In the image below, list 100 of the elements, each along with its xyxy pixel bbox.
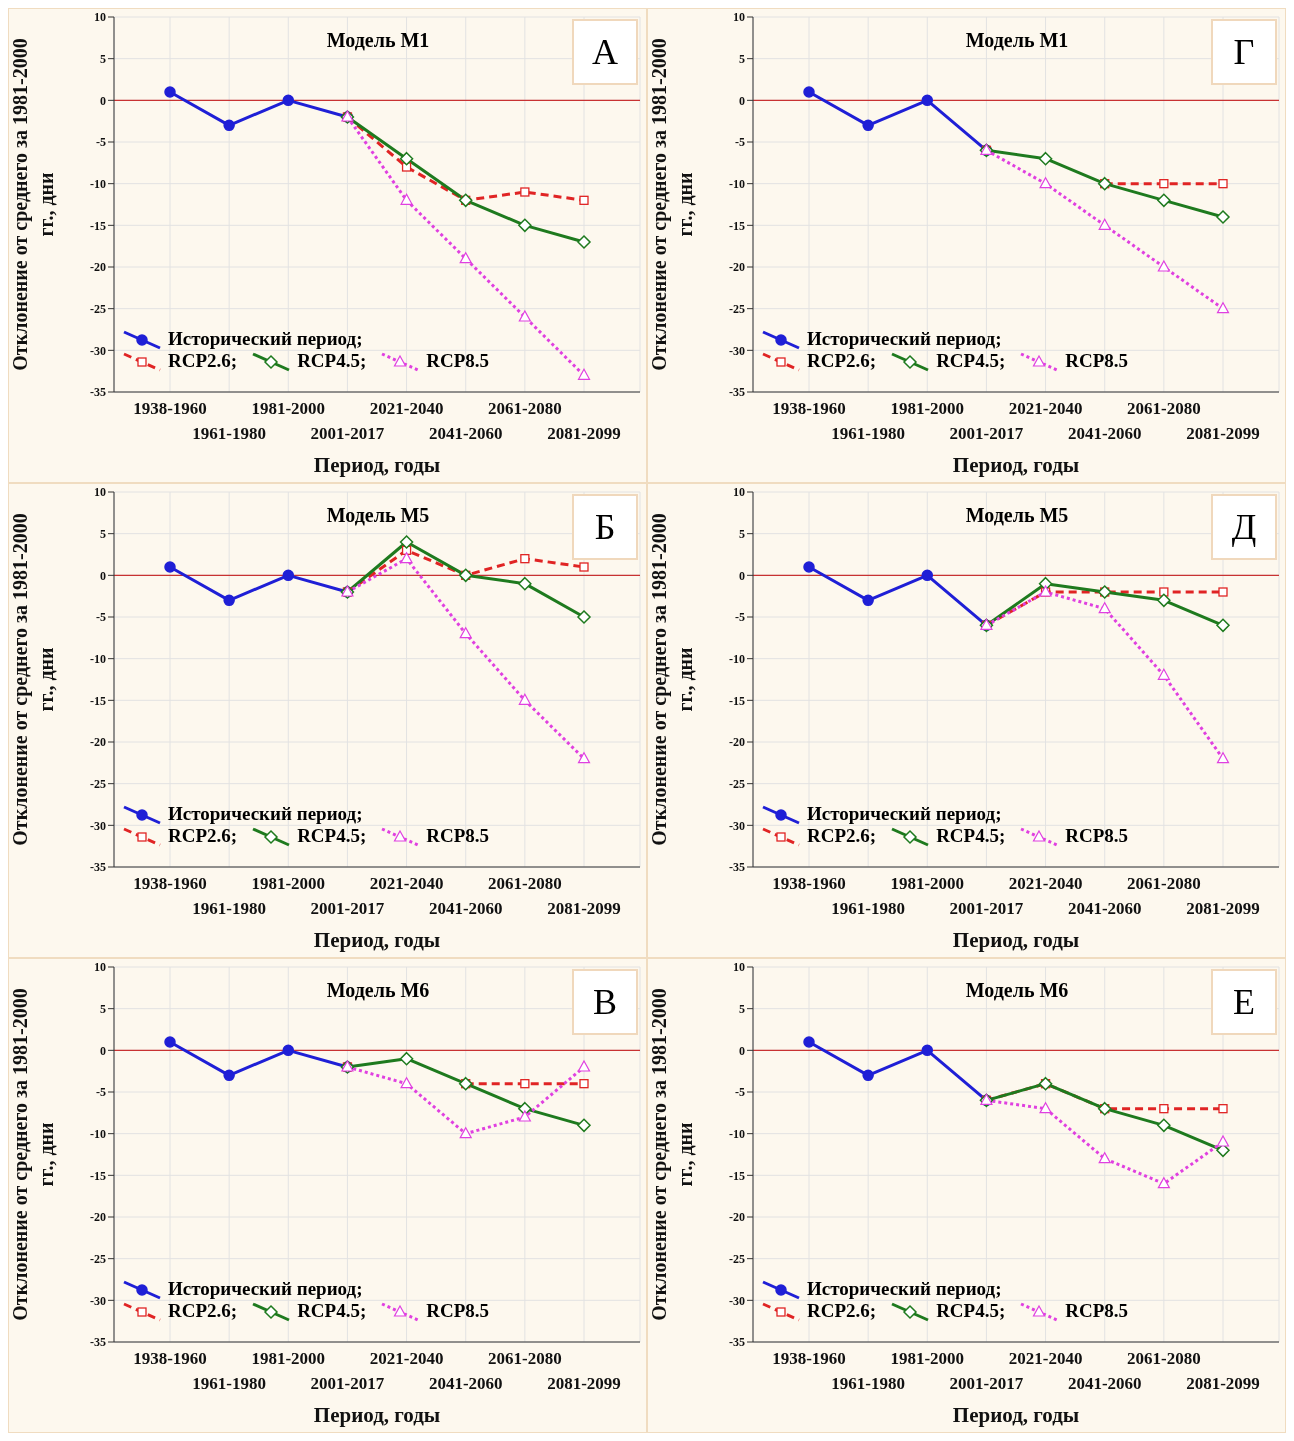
y-tick-label: -35 <box>729 860 745 875</box>
legend-label: RCP4.5; <box>936 825 1006 847</box>
y-tick-label: -15 <box>90 1168 106 1183</box>
y-tick-label: -20 <box>90 260 106 275</box>
y-tick-label: -20 <box>729 260 745 275</box>
y-tick-label: -35 <box>729 1335 745 1350</box>
y-tick-label: 5 <box>100 1001 106 1016</box>
y-tick-label: 10 <box>733 485 745 500</box>
x-tick-label: 2001-2017 <box>310 424 385 443</box>
x-tick-label: 2001-2017 <box>310 899 385 918</box>
x-tick-label: 2041-2060 <box>1067 899 1142 918</box>
y-tick-label: -10 <box>729 651 745 666</box>
y-tick-label: -35 <box>90 1335 106 1350</box>
y-tick-label: 10 <box>733 960 745 975</box>
y-tick-label: -5 <box>96 135 106 150</box>
y-tick-label: -25 <box>729 301 745 316</box>
x-tick-label: 1981-2000 <box>251 1349 326 1368</box>
x-tick-label: 1938-1960 <box>133 399 207 418</box>
x-axis-title: Период, годы <box>313 453 441 477</box>
x-axis-title: Период, годы <box>952 928 1080 952</box>
text: Модель М5 <box>326 504 430 526</box>
y-tick-label: -5 <box>96 610 106 625</box>
x-tick-label: 2061-2080 <box>488 399 562 418</box>
text: Модель М1 <box>326 29 430 51</box>
x-tick-label: 2041-2060 <box>428 1374 503 1393</box>
x-tick-label: 1938-1960 <box>772 1349 846 1368</box>
x-tick-label: 1961-1980 <box>831 899 905 918</box>
y-tick-label: -15 <box>729 218 745 233</box>
legend-label: RCP2.6; <box>168 350 238 372</box>
y-axis-title: Отклонение от среднего за 1981-2000 гг., дни <box>648 513 696 846</box>
x-tick-label: 2041-2060 <box>428 424 503 443</box>
legend-label: RCP8.5 <box>426 350 490 372</box>
legend-label: RCP4.5; <box>936 350 1006 372</box>
legend-label: RCP2.6; <box>168 1300 238 1322</box>
y-tick-label: 0 <box>100 1043 106 1058</box>
y-tick-label: -15 <box>90 693 106 708</box>
x-tick-label: 1961-1980 <box>831 424 905 443</box>
y-tick-label: -10 <box>729 176 745 191</box>
legend-label: RCP8.5 <box>426 825 490 847</box>
text: Модель М5 <box>965 504 1069 526</box>
x-tick-label: 2081-2099 <box>547 1374 621 1393</box>
y-tick-label: -15 <box>729 693 745 708</box>
y-tick-label: -25 <box>90 1251 106 1266</box>
annotation: В <box>572 969 638 1035</box>
legend-label: Исторический период; <box>807 803 1002 825</box>
y-tick-label: 5 <box>100 51 106 66</box>
y-tick-label: -25 <box>90 776 106 791</box>
y-tick-label: -30 <box>729 1293 745 1308</box>
x-axis-title: Период, годы <box>952 1403 1080 1427</box>
legend-label: RCP2.6; <box>807 825 877 847</box>
x-tick-label: 2021-2040 <box>369 1349 444 1368</box>
x-tick-label: 2061-2080 <box>488 1349 562 1368</box>
legend-label: RCP8.5 <box>1065 350 1129 372</box>
y-tick-label: -25 <box>729 1251 745 1266</box>
y-axis-title: Отклонение от среднего за 1981-2000 гг., дни <box>9 513 57 846</box>
legend-label: RCP4.5; <box>936 1300 1006 1322</box>
y-tick-label: -25 <box>729 776 745 791</box>
x-tick-label: 1938-1960 <box>133 1349 207 1368</box>
y-tick-label: -5 <box>735 1085 745 1100</box>
y-tick-label: -20 <box>729 735 745 750</box>
y-tick-label: -30 <box>90 818 106 833</box>
y-tick-label: 5 <box>100 526 106 541</box>
y-tick-label: 5 <box>739 1001 745 1016</box>
x-tick-label: 2041-2060 <box>1067 1374 1142 1393</box>
x-tick-label: 2061-2080 <box>1127 1349 1201 1368</box>
legend-label: Исторический период; <box>807 1278 1002 1300</box>
y-tick-label: 5 <box>739 51 745 66</box>
annotation: Д <box>1211 494 1277 560</box>
x-tick-label: 2021-2040 <box>369 399 444 418</box>
x-tick-label: 1981-2000 <box>251 399 326 418</box>
x-tick-label: 2001-2017 <box>310 1374 385 1393</box>
y-tick-label: -30 <box>729 343 745 358</box>
y-tick-label: -10 <box>90 176 106 191</box>
y-tick-label: -35 <box>90 385 106 400</box>
y-tick-label: -25 <box>90 301 106 316</box>
y-tick-label: -10 <box>90 1126 106 1141</box>
y-tick-label: -20 <box>729 1210 745 1225</box>
legend-label: RCP2.6; <box>807 350 877 372</box>
y-tick-label: -30 <box>729 818 745 833</box>
y-tick-label: 10 <box>94 960 106 975</box>
y-tick-label: -20 <box>90 735 106 750</box>
x-tick-label: 1938-1960 <box>772 874 846 893</box>
x-tick-label: 1981-2000 <box>890 1349 965 1368</box>
x-tick-label: 1981-2000 <box>251 874 326 893</box>
x-tick-label: 2001-2017 <box>949 1374 1024 1393</box>
y-tick-label: 5 <box>739 526 745 541</box>
x-axis-title: Период, годы <box>952 453 1080 477</box>
x-tick-label: 1961-1980 <box>192 1374 266 1393</box>
x-tick-label: 2021-2040 <box>1008 1349 1083 1368</box>
x-tick-label: 2021-2040 <box>369 874 444 893</box>
y-axis-title: Отклонение от среднего за 1981-2000 гг., дни <box>648 988 696 1321</box>
legend-label: RCP8.5 <box>1065 1300 1129 1322</box>
y-tick-label: 10 <box>94 10 106 25</box>
legend-label: Исторический период; <box>807 328 1002 350</box>
x-axis-title: Период, годы <box>313 1403 441 1427</box>
text: Модель М1 <box>965 29 1069 51</box>
y-tick-label: 0 <box>100 568 106 583</box>
y-tick-label: -20 <box>90 1210 106 1225</box>
legend-label: RCP4.5; <box>297 1300 367 1322</box>
x-tick-label: 2081-2099 <box>547 899 621 918</box>
